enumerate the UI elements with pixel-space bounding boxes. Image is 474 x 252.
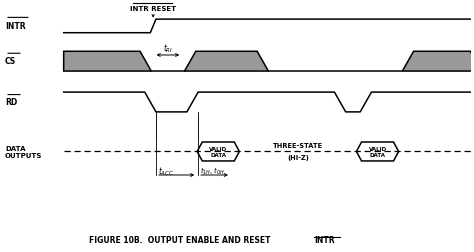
Text: VALID
DATA: VALID DATA: [209, 146, 228, 157]
Text: INTR: INTR: [5, 22, 26, 31]
Text: OUTPUTS: OUTPUTS: [5, 153, 43, 159]
Polygon shape: [356, 142, 399, 161]
Text: FIGURE 10B.  OUTPUT ENABLE AND RESET: FIGURE 10B. OUTPUT ENABLE AND RESET: [89, 235, 273, 244]
Polygon shape: [402, 52, 474, 72]
Text: DATA: DATA: [5, 145, 26, 151]
Text: (HI-Z): (HI-Z): [287, 154, 309, 160]
Text: CS: CS: [5, 57, 16, 66]
Text: INTR RESET: INTR RESET: [129, 6, 176, 12]
Text: $t_{ACC}$: $t_{ACC}$: [158, 165, 174, 177]
Text: THREE-STATE: THREE-STATE: [273, 143, 323, 149]
Text: $t_{RI}$: $t_{RI}$: [163, 42, 173, 55]
Polygon shape: [64, 52, 151, 72]
Text: RD: RD: [5, 98, 18, 107]
Text: VALID
DATA: VALID DATA: [368, 146, 387, 157]
Polygon shape: [197, 142, 239, 161]
Text: INTR: INTR: [314, 235, 335, 244]
Text: $t_{1H}, t_{0H}$: $t_{1H}, t_{0H}$: [201, 165, 225, 176]
Polygon shape: [184, 52, 268, 72]
